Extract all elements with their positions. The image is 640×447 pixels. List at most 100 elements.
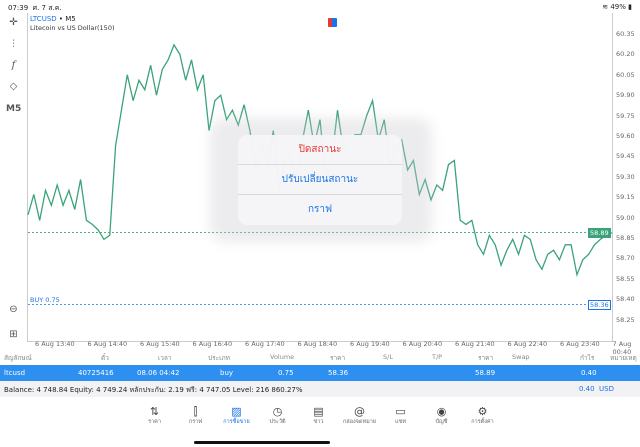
tab-label: กราฟ xyxy=(188,419,203,425)
cell-symbol: ltcusd xyxy=(4,369,26,377)
tab-bar: ⇅ ราคา ⫿ กราฟ ▨ การซื้อขาย ◷ ประวัติ ▤ ข่าว @ กล่อง… xyxy=(0,404,640,434)
chart-description: Litecoin vs US Dollar(150) xyxy=(30,24,115,32)
x-tick: 6 Aug 22:40 xyxy=(507,340,548,348)
timeframe-button[interactable]: M5 xyxy=(6,104,22,114)
tab-label: การตั้งค่า xyxy=(471,419,494,425)
account-icon: ◉ xyxy=(436,405,447,418)
col-swap: Swap xyxy=(512,353,530,361)
wifi-icon: ≋ xyxy=(602,3,609,11)
add-icon[interactable]: ⊞ xyxy=(9,329,18,340)
y-tick: 60.35 xyxy=(616,30,635,38)
modify-position-button[interactable]: ปรับเปลี่ยนสถานะ xyxy=(238,165,402,195)
news-icon: ▤ xyxy=(313,405,324,418)
y-tick: 60.05 xyxy=(616,70,635,79)
col-volume: Volume xyxy=(270,353,295,361)
y-tick: 59.00 xyxy=(616,213,635,222)
gear-icon: ⚙ xyxy=(477,405,488,418)
cell-type: buy xyxy=(220,369,234,377)
tab-candles[interactable]: ⫿ กราฟ xyxy=(175,404,216,425)
y-tick: 58.25 xyxy=(616,315,635,324)
cell-open-price: 58.36 xyxy=(328,369,349,377)
col-symbol: สัญลักษณ์ xyxy=(4,354,32,362)
tab-label: การซื้อขาย xyxy=(223,419,250,425)
tab-news[interactable]: ▤ ข่าว xyxy=(298,404,339,425)
tab-gear[interactable]: ⚙ การตั้งค่า xyxy=(462,404,503,425)
price-line xyxy=(27,43,613,278)
balance-bar: Balance: 4 748.84 Equity: 4 749.24 หลักป… xyxy=(0,381,640,397)
one-click-trading-icon[interactable] xyxy=(328,18,337,27)
tab-mail-at[interactable]: @ กล่องจดหมาย xyxy=(339,404,380,425)
y-tick: 58.70 xyxy=(616,254,635,263)
table-row[interactable]: ltcusd 40725416 08.06 04:42 buy 0.75 58.… xyxy=(0,365,640,381)
battery-level: 49% xyxy=(610,3,626,11)
objects-icon[interactable]: ◇ xyxy=(9,81,18,92)
positions-header: สัญลักษณ์ ตั๋ว เวลา ประเภท Volume ราคา S… xyxy=(0,349,640,365)
status-bar: 07:39 ศ. 7 ส.ค. ≋ 49% ▮ xyxy=(0,0,640,13)
tab-label: ข่าว xyxy=(313,419,324,425)
x-tick: 6 Aug 18:40 xyxy=(297,340,338,348)
tab-label: ประวัติ xyxy=(269,419,286,425)
chart-symbol: LTCUSD • M5 xyxy=(30,15,76,23)
chat-icon: ▭ xyxy=(395,405,406,418)
col-sl: S/L xyxy=(383,353,393,361)
col-ticket: ตั๋ว xyxy=(101,354,109,362)
trade-chart-icon: ▨ xyxy=(231,405,242,418)
col-current-price: ราคา xyxy=(478,354,494,362)
y-tick: 59.60 xyxy=(616,132,635,140)
y-tick: 59.90 xyxy=(616,91,635,100)
cell-time: 08.06 04:42 xyxy=(137,369,180,377)
tab-history[interactable]: ◷ ประวัติ xyxy=(257,404,298,425)
tab-account[interactable]: ◉ บัญชี xyxy=(421,404,462,425)
cell-profit: 0.40 xyxy=(581,369,597,377)
y-tick: 58.85 xyxy=(616,234,635,242)
x-tick: 6 Aug 14:40 xyxy=(87,340,128,348)
balance-text: Balance: 4 748.84 Equity: 4 749.24 หลักป… xyxy=(4,386,303,394)
home-indicator xyxy=(194,441,330,444)
cell-volume: 0.75 xyxy=(278,369,294,377)
tab-label: แชท xyxy=(395,419,406,425)
cell-ticket: 40725416 xyxy=(78,369,114,377)
mail-at-icon: @ xyxy=(354,405,365,418)
battery-icon: ▮ xyxy=(628,3,632,11)
y-tick: 59.15 xyxy=(616,193,635,202)
y-tick: 59.30 xyxy=(616,172,635,181)
x-tick: 6 Aug 17:40 xyxy=(245,340,285,348)
x-tick: 6 Aug 19:40 xyxy=(350,340,390,348)
function-icon[interactable]: f xyxy=(11,60,16,71)
total-profit: 0.40 xyxy=(578,385,595,393)
close-position-button[interactable]: ปิดสถานะ xyxy=(238,135,402,165)
current-price-tag: 58.89 xyxy=(588,228,611,239)
x-tick: 7 Aug 00:40 xyxy=(612,340,632,356)
buy-price-tag: 58.36 xyxy=(588,300,611,311)
history-icon: ◷ xyxy=(272,405,283,418)
x-tick: 6 Aug 23:40 xyxy=(560,340,600,348)
tab-arrows[interactable]: ⇅ ราคา xyxy=(134,404,175,425)
chart-toolbar: ✛ ⫶ f ◇ M5 ⊖ ⊞ xyxy=(0,13,27,343)
col-price: ราคา xyxy=(330,354,346,362)
y-tick: 58.40 xyxy=(616,295,635,304)
col-profit: กำไร xyxy=(580,354,595,362)
col-time: เวลา xyxy=(158,354,172,362)
arrows-icon: ⇅ xyxy=(149,405,160,418)
tab-label: ราคา xyxy=(148,419,161,425)
col-comment: หมายเหตุ xyxy=(610,354,637,362)
crosshair-icon[interactable]: ✛ xyxy=(9,17,18,28)
action-sheet: ปิดสถานะ ปรับเปลี่ยนสถานะ กราฟ xyxy=(238,135,402,225)
tab-chat[interactable]: ▭ แชท xyxy=(380,404,421,425)
zoom-icon[interactable]: ⊖ xyxy=(9,304,18,315)
x-tick: 6 Aug 21:40 xyxy=(455,340,495,348)
price-chart[interactable] xyxy=(27,13,613,342)
currency: USD xyxy=(599,385,614,393)
chart-button[interactable]: กราฟ xyxy=(307,204,333,215)
indicators-icon[interactable]: ⫶ xyxy=(12,39,15,50)
x-tick: 6 Aug 16:40 xyxy=(192,340,233,348)
col-tp: T/P xyxy=(432,353,443,361)
x-tick: 6 Aug 20:40 xyxy=(402,340,443,348)
tab-trade-chart[interactable]: ▨ การซื้อขาย xyxy=(216,404,257,425)
y-tick: 58.55 xyxy=(616,274,635,283)
chart-plot xyxy=(27,43,613,306)
x-tick: 6 Aug 13:40 xyxy=(35,340,75,348)
y-tick: 60.20 xyxy=(616,50,635,59)
clock: 07:39 xyxy=(8,4,29,12)
y-tick: 59.75 xyxy=(616,111,635,120)
